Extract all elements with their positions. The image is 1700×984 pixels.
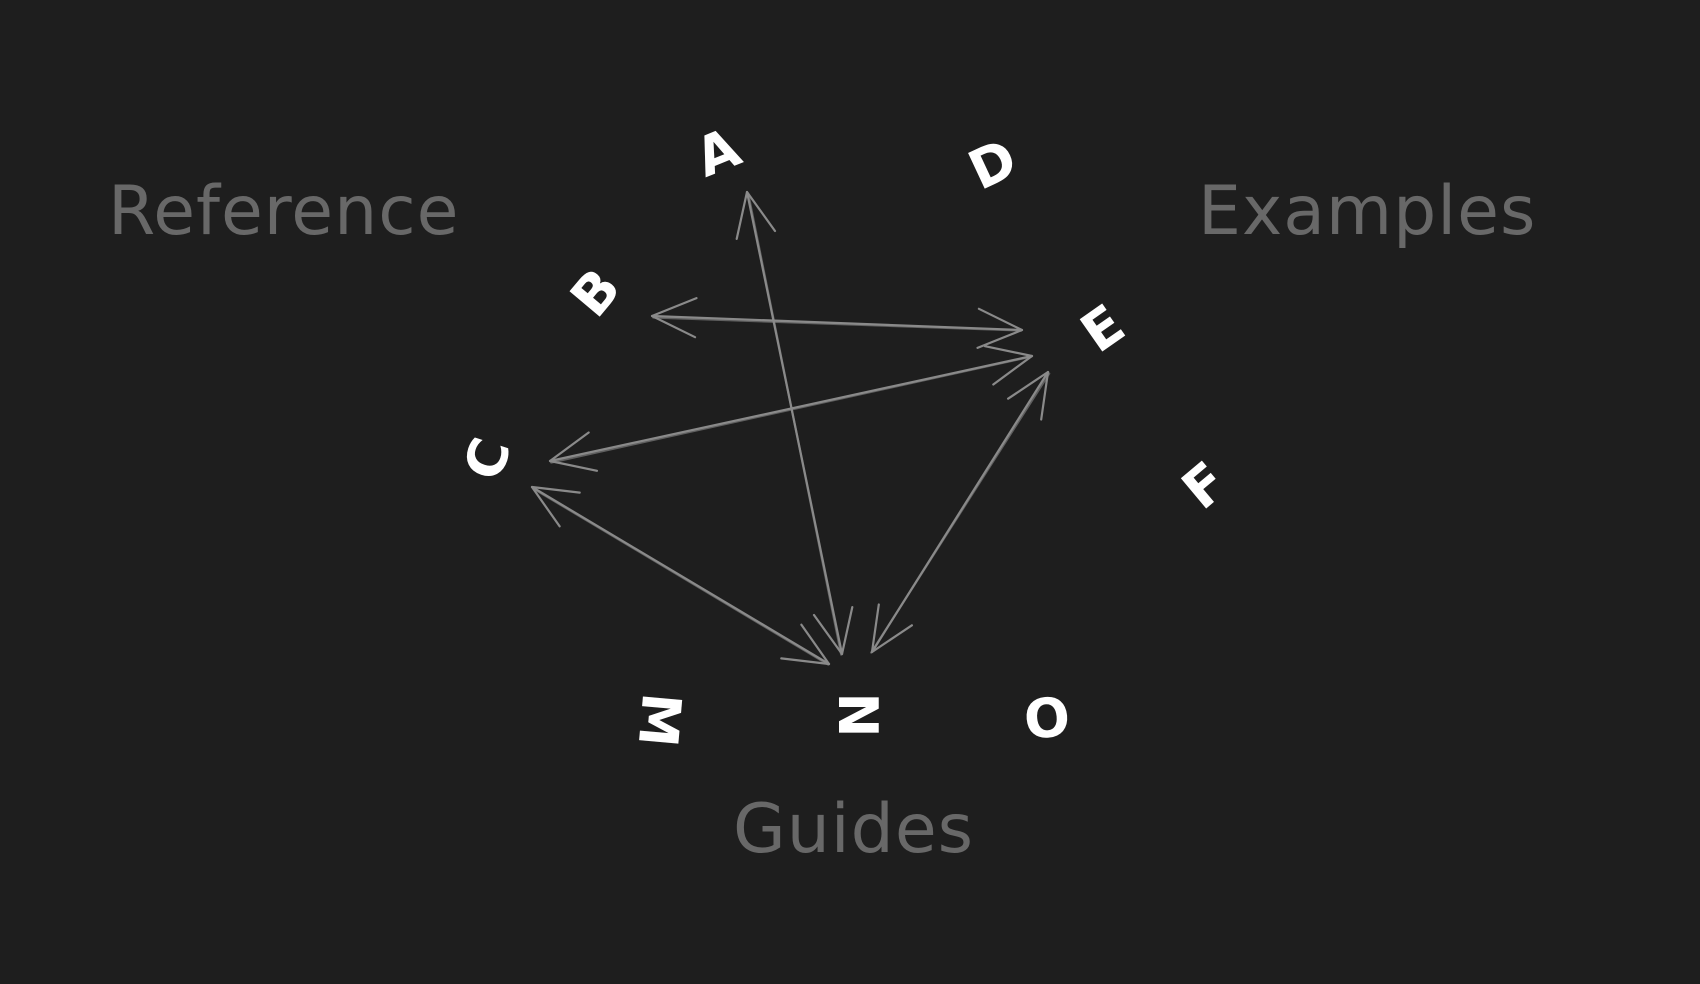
- connection-line: [745, 190, 844, 656]
- node-m: M: [625, 690, 694, 750]
- section-label-guides: Guides: [733, 790, 975, 869]
- arrowhead: [983, 345, 1034, 386]
- connection-b-e: [650, 297, 1024, 349]
- arrowhead: [530, 485, 581, 528]
- arrowhead: [650, 297, 698, 339]
- connection-c-n: [530, 485, 831, 666]
- node-a: A: [686, 115, 749, 190]
- node-o: O: [1021, 685, 1073, 752]
- connection-line-sketch: [747, 192, 843, 656]
- connection-line: [650, 314, 1024, 332]
- node-b: B: [558, 256, 633, 329]
- connection-line: [548, 354, 1034, 463]
- connection-line-sketch: [532, 487, 830, 666]
- node-n: N: [826, 692, 889, 738]
- arrowhead: [812, 606, 854, 656]
- connection-line-sketch: [870, 372, 1051, 654]
- node-d: D: [959, 126, 1027, 203]
- connection-e-n: [870, 370, 1051, 654]
- arrowhead: [1007, 370, 1050, 421]
- connection-line: [870, 370, 1050, 654]
- arrowhead: [976, 307, 1024, 349]
- section-label-reference: Reference: [108, 172, 460, 251]
- section-label-examples: Examples: [1198, 172, 1537, 251]
- connection-a-n: [735, 190, 854, 656]
- arrowhead: [870, 603, 913, 654]
- arrowhead: [735, 190, 777, 240]
- connection-line-sketch: [652, 316, 1023, 332]
- node-e: E: [1069, 292, 1136, 365]
- node-f: F: [1170, 449, 1240, 522]
- connection-line: [530, 485, 831, 666]
- arrowhead: [548, 431, 599, 472]
- connection-c-e: [548, 345, 1034, 472]
- arrowhead: [780, 623, 831, 666]
- connection-line-sketch: [550, 355, 1033, 464]
- node-c: C: [451, 430, 524, 488]
